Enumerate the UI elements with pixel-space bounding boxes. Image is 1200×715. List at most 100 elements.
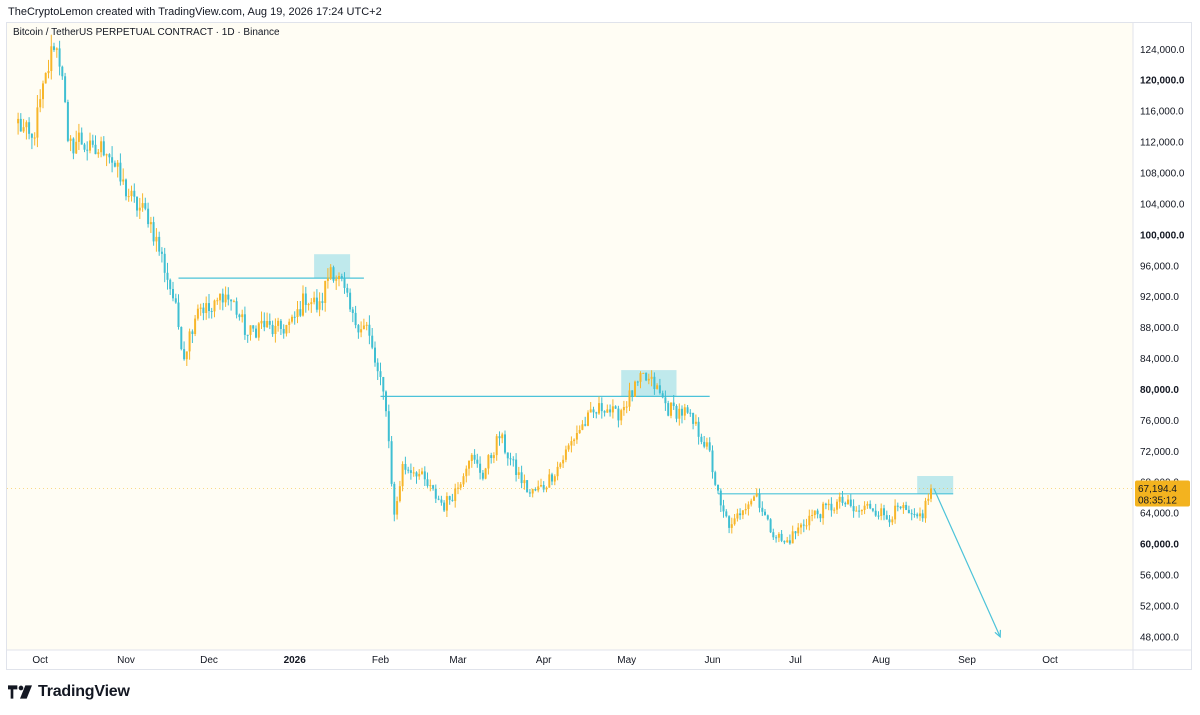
candle [288,318,291,334]
candle [869,500,872,510]
price-axis-label: 80,000.0 [1140,385,1179,396]
candle-body [177,302,180,327]
candle [61,65,64,80]
candle-body [592,409,595,413]
candle-body [387,411,390,442]
candle [650,370,653,387]
candle-body [130,190,133,197]
candle-body [830,503,833,511]
candle [335,275,338,290]
candle-body [401,464,404,487]
candle [69,135,72,152]
candle-body [570,441,573,446]
candle-body [824,503,827,506]
candle-body [822,503,825,519]
candle-body [33,137,36,139]
projection-arrow-line[interactable] [933,488,1001,638]
candle-body [520,472,523,484]
candle-body [819,514,822,519]
candle [279,319,282,335]
candle [794,531,797,540]
candle-body [205,303,208,313]
candle-body [755,493,758,497]
tradingview-logo[interactable]: TradingView [8,683,130,701]
candle-body [860,510,863,512]
candle [609,404,612,417]
candle-body [675,406,678,419]
candle-body [94,144,97,155]
candle-body [797,527,800,534]
candle-body [249,325,252,335]
candle [628,382,631,411]
candle-body [711,450,714,473]
candle-body [257,323,260,338]
candle-body [30,133,33,138]
candle [152,216,155,246]
candle [553,474,556,486]
candle-body [421,471,423,474]
candle [520,465,523,489]
candle [683,403,686,421]
candle-body [111,157,114,163]
candle-body [255,328,257,338]
candle [393,481,396,522]
candle [877,511,880,520]
candle [196,304,199,321]
candle [379,362,382,386]
candle-body [653,376,656,389]
candle-body [335,279,338,281]
candle [797,523,800,537]
tradingview-logo-icon [8,685,32,699]
candle [108,153,111,164]
candle [396,496,399,520]
candle-body [647,378,650,381]
candle-body [102,141,105,156]
candle [257,322,260,341]
candle-body [22,127,25,132]
candle-body [329,267,332,279]
candle [125,178,127,201]
candle-body [833,509,836,511]
candle-body [19,118,22,132]
candle [119,153,122,186]
candle-body [163,253,166,273]
candle [542,481,545,493]
candle-body [775,537,778,539]
candle-body [224,294,227,303]
candle [813,510,816,519]
candle [277,317,280,332]
candle-body [788,540,791,544]
candle [755,488,758,498]
resistance-box[interactable] [917,476,954,494]
candle-body [448,496,451,500]
candle-body [883,508,885,516]
candle [97,149,100,158]
candle [905,501,908,511]
candle [77,123,80,150]
candle-body [321,301,324,303]
price-axis-label: 56,000.0 [1140,571,1179,582]
candle-body [545,487,548,490]
candle-body [564,449,567,460]
candle [758,488,761,513]
candle-body [285,325,288,334]
candle-body [379,371,382,377]
candle-body [827,503,830,506]
candle-body [274,325,277,334]
candle-body [227,294,230,300]
candle [534,487,537,492]
candle [349,288,352,312]
candle [907,505,910,514]
candle [783,540,786,545]
candle-body [374,347,376,363]
candle [66,99,69,143]
candle-body [268,321,271,325]
candle-body [910,513,913,515]
candle [407,466,410,474]
candle [880,503,883,521]
candle [291,314,293,324]
candle [44,72,47,84]
candle-body [658,385,661,394]
candle [916,512,919,519]
